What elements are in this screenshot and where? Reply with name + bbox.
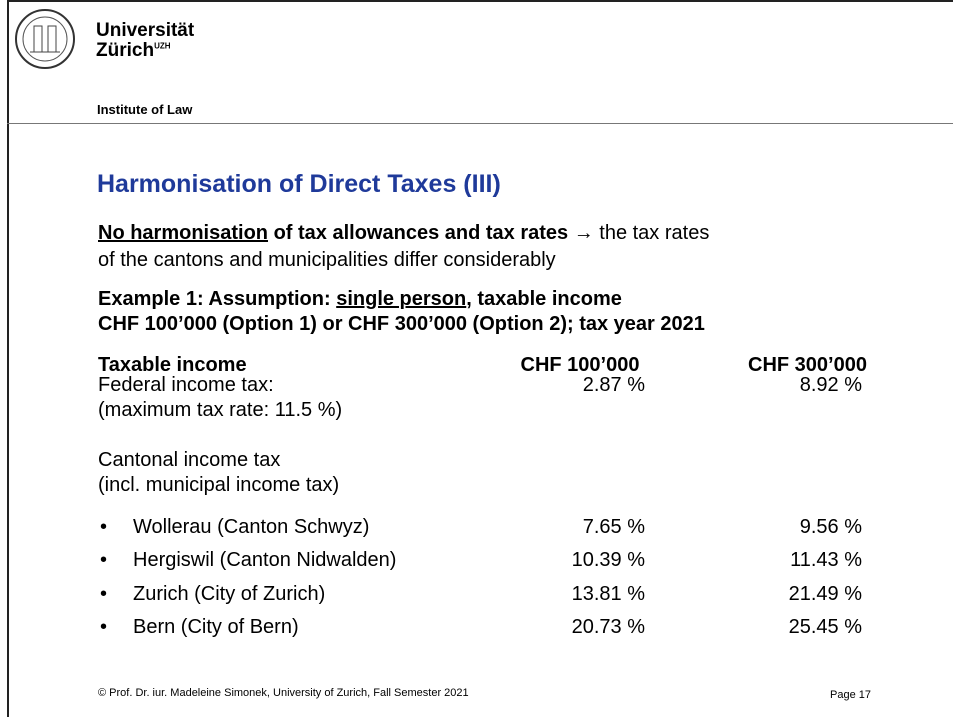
- row-value: 10.39 %: [571, 549, 645, 571]
- university-name: Universität: [96, 20, 195, 41]
- intro: No harmonisation of tax allowances and t…: [98, 220, 709, 274]
- example-text: Example 1: Assumption:: [98, 288, 337, 310]
- uzh: UZH: [154, 41, 171, 51]
- table-header: CHF 300’000: [748, 354, 867, 376]
- example-text: CHF 100’000 (Option 1) or CHF 300’000 (O…: [98, 313, 705, 335]
- arrow: →: [573, 222, 594, 244]
- row-value: 2.87 %: [582, 374, 645, 396]
- institute: Institute of Law: [97, 102, 193, 117]
- row-value: 20.73 %: [571, 616, 645, 638]
- row-label: Cantonal income tax: [98, 449, 281, 471]
- row-value: 9.56 %: [799, 516, 862, 538]
- row-label: Bern (City of Bern): [133, 616, 299, 638]
- row-label: (incl. municipal income tax): [98, 474, 340, 496]
- row-value: 13.81 %: [571, 583, 645, 605]
- example-emph: single person: [336, 288, 467, 310]
- university-name: ZürichUZH: [96, 40, 171, 62]
- example: Example 1: Assumption: single person, ta…: [98, 287, 705, 337]
- row-value: 8.92 %: [799, 374, 862, 396]
- row-label: Federal income tax:: [98, 374, 274, 396]
- bullet: •: [100, 516, 108, 538]
- row-label: Wollerau (Canton Schwyz): [133, 516, 370, 538]
- table-header: Taxable income: [98, 354, 247, 376]
- bullet: •: [100, 549, 108, 571]
- intro-text: the tax rates: [593, 222, 710, 244]
- table-header: CHF 100’000: [520, 354, 640, 376]
- row-value: 21.49 %: [788, 583, 862, 605]
- row-label: Zurich (City of Zurich): [133, 583, 326, 605]
- bullet: •: [100, 583, 108, 605]
- row-value: 25.45 %: [788, 616, 862, 638]
- left-border: [7, 0, 9, 717]
- slide-title: Harmonisation of Direct Taxes (III): [97, 170, 501, 198]
- row-value: 11.43 %: [790, 549, 862, 571]
- row-label: (maximum tax rate: 11.5 %): [98, 399, 343, 421]
- university-city: Zürich: [96, 40, 155, 61]
- intro-bold: of tax allowances and tax rates: [268, 222, 569, 244]
- intro-text: of the cantons and municipalities differ…: [98, 249, 556, 271]
- header-rule: [7, 123, 953, 124]
- row-label: Hergiswil (Canton Nidwalden): [133, 549, 397, 571]
- logo: [15, 9, 75, 69]
- footer-copyright: © Prof. Dr. iur. Madeleine Simonek, Univ…: [98, 687, 469, 699]
- example-text: , taxable income: [466, 288, 622, 310]
- intro-emph: No harmonisation: [98, 222, 269, 244]
- row-value: 7.65 %: [582, 516, 645, 538]
- top-border: [7, 0, 953, 2]
- bullet: •: [100, 616, 108, 638]
- page-number: Page 17: [830, 689, 871, 701]
